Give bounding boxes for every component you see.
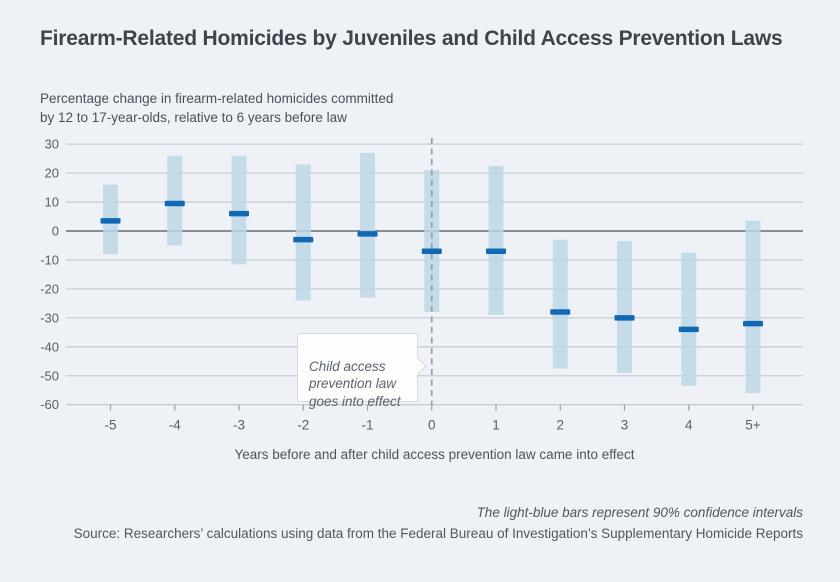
y-tick-label: -20	[40, 281, 59, 296]
source-line: Source: Researchers’ calculations using …	[73, 526, 803, 541]
y-tick-label: -50	[40, 368, 59, 383]
point-estimate-marker	[743, 320, 763, 327]
y-axis-description: Percentage change in firearm-related hom…	[40, 91, 394, 125]
ci-bar	[617, 241, 632, 373]
x-tick-label: -4	[169, 418, 181, 433]
y-tick-label: -10	[40, 252, 59, 267]
x-tick-label: -5	[104, 418, 116, 433]
x-tick-label: -1	[361, 418, 373, 433]
event-annotation-text: Child access prevention law goes into ef…	[309, 358, 401, 409]
ci-bar	[552, 239, 568, 369]
point-estimate-marker	[550, 309, 571, 315]
x-tick-label: 3	[621, 418, 629, 433]
ci-bar	[360, 152, 375, 298]
y-tick-label: -30	[40, 310, 59, 325]
ci-bar	[424, 170, 440, 313]
ci-bar	[231, 155, 247, 265]
point-estimate-marker	[678, 326, 699, 333]
x-tick-label: 2	[556, 418, 564, 433]
point-estimate-marker	[486, 248, 506, 255]
point-estimate-marker	[164, 200, 185, 207]
ci-bar	[745, 220, 761, 394]
y-tick-label: 10	[45, 195, 59, 210]
x-tick-label: 1	[492, 418, 500, 433]
y-tick-label: 0	[52, 224, 59, 239]
x-tick-label: -2	[297, 418, 309, 433]
point-estimate-marker	[357, 231, 378, 237]
y-tick-label: 20	[45, 166, 59, 181]
point-estimate-marker	[421, 248, 442, 255]
ci-bar	[681, 252, 697, 386]
x-axis-title: Years before and after child access prev…	[234, 447, 635, 462]
point-estimate-marker	[614, 315, 635, 321]
point-estimate-marker	[100, 218, 121, 224]
x-tick-label: -3	[233, 418, 245, 433]
y-tick-label: -40	[40, 339, 59, 354]
x-tick-label: 0	[428, 418, 436, 433]
chart-title: Firearm-Related Homicides by Juveniles a…	[40, 27, 783, 50]
x-tick-label: 4	[685, 418, 693, 433]
event-annotation-callout: Child access prevention law goes into ef…	[297, 333, 426, 409]
y-tick-label: 30	[45, 137, 59, 152]
y-tick-label: -60	[40, 397, 59, 412]
ci-bar	[167, 155, 183, 246]
point-estimate-marker	[293, 236, 314, 243]
ci-footnote: The light-blue bars represent 90% confid…	[476, 505, 803, 520]
point-estimate-marker	[229, 210, 249, 217]
ci-bar	[488, 165, 504, 315]
ci-bar	[295, 164, 311, 301]
x-tick-label: 5+	[745, 418, 761, 433]
